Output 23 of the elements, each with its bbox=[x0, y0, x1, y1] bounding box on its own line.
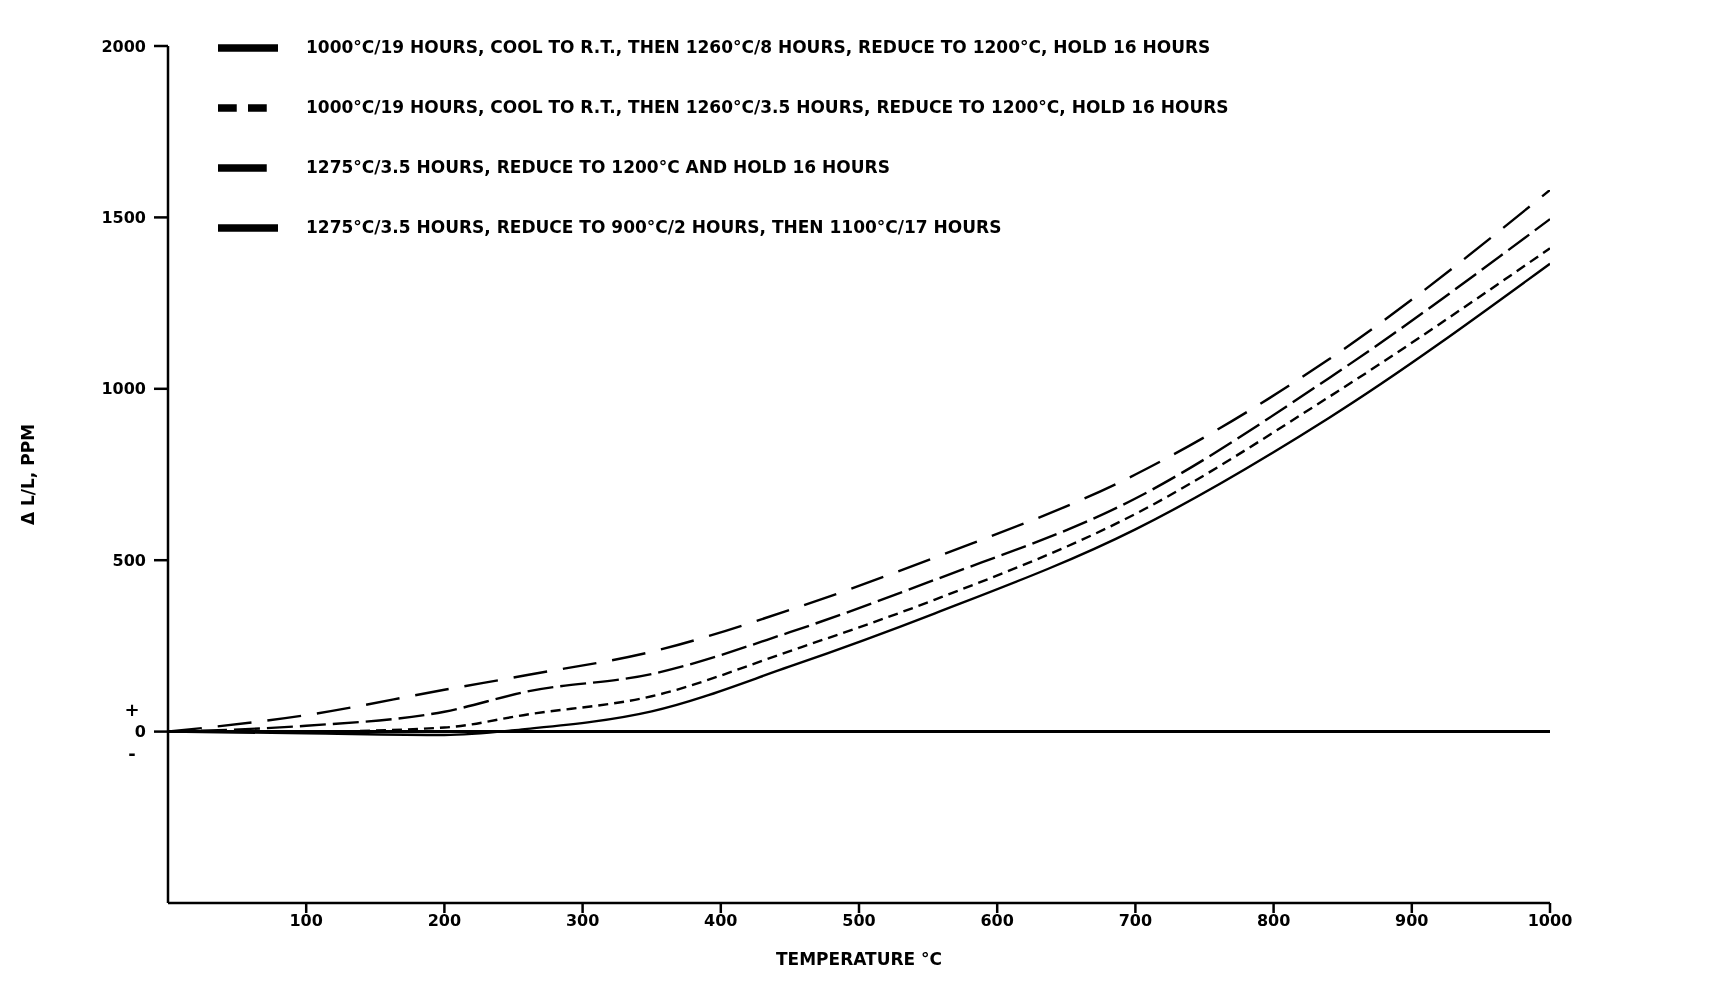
y-tick-label: 1500 bbox=[101, 208, 146, 228]
text: + bbox=[123, 698, 141, 721]
legend-label: 1275°C/3.5 HOURS, REDUCE TO 900°C/2 HOURS, THEN 1100°C/17 HOURS bbox=[306, 217, 1002, 237]
x-tick-label: 800 bbox=[1256, 911, 1291, 931]
x-tick-label: 1000 bbox=[1527, 911, 1573, 931]
x-tick-label: 500 bbox=[842, 911, 876, 931]
x-tick-label: 900 bbox=[1395, 911, 1429, 931]
legend-label: 1000°C/19 HOURS, COOL TO R.T., THEN 1260°C/8 HOURS, REDUCE TO 1200°C, HOLD 16 HOURS bbox=[306, 37, 1211, 57]
x-axis-title: TEMPERATURE °C bbox=[775, 949, 943, 969]
legend-label: 1000°C/19 HOURS, COOL TO R.T., THEN 1260°C/3.5 HOURS, REDUCE TO 1200°C, HOLD 16 HOURS bbox=[306, 97, 1229, 117]
x-tick-label: 100 bbox=[289, 911, 323, 931]
x-tick-label: 600 bbox=[980, 911, 1014, 931]
legend-label: 1275°C/3.5 HOURS, REDUCE TO 1200°C AND HOLD 16 HOURS bbox=[306, 157, 890, 177]
x-tick-label: 200 bbox=[427, 911, 462, 931]
y-tick-label: 500 bbox=[112, 550, 146, 570]
text: - bbox=[127, 742, 137, 765]
y-tick-label: 1000 bbox=[101, 379, 146, 399]
y-tick-label: 2000 bbox=[101, 36, 146, 56]
y-axis-title: Δ L/L, PPM bbox=[18, 423, 39, 526]
y-tick-label: 0 bbox=[134, 722, 146, 742]
x-tick-label: 400 bbox=[704, 911, 738, 931]
x-tick-label: 300 bbox=[565, 911, 600, 931]
x-tick-label: 700 bbox=[1118, 911, 1153, 931]
